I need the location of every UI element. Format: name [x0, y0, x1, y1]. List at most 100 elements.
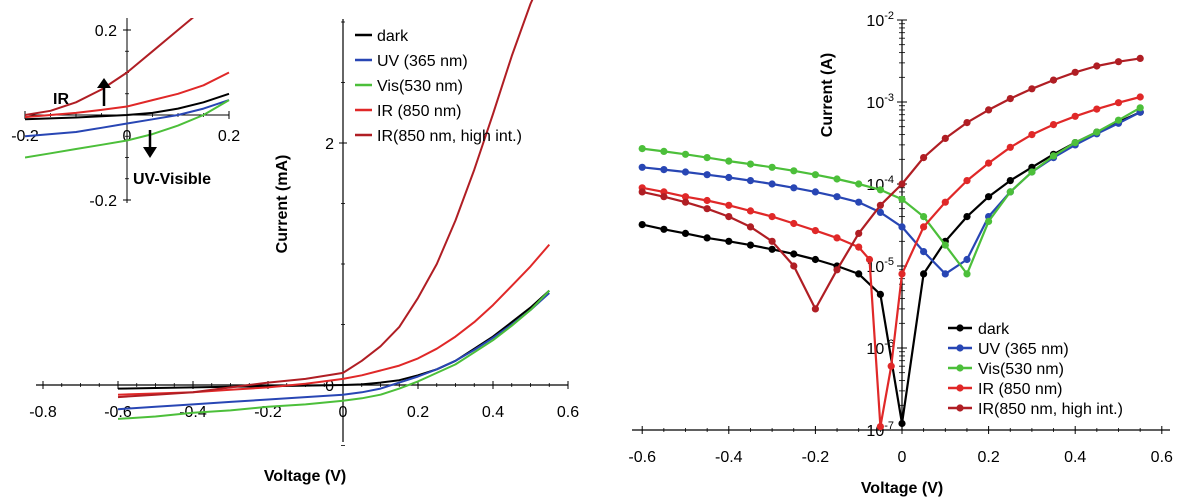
data-point-vis-530-nm	[1049, 152, 1058, 160]
x-tick-label: 0	[339, 404, 348, 421]
data-point-ir-850-nm-high-int	[681, 198, 690, 206]
data-point-ir-850-nm-high-int	[790, 262, 798, 270]
data-point-ir-850-nm-high-int	[876, 201, 885, 209]
data-point-vis-530-nm	[703, 154, 711, 162]
data-point-ir-850-nm	[1071, 112, 1079, 120]
right-x-tick-label: 0	[898, 449, 907, 466]
data-point-ir-850-nm-high-int	[985, 106, 993, 114]
data-point-vis-530-nm	[768, 163, 776, 171]
data-point-vis-530-nm	[638, 145, 646, 153]
inset-y-tick-label: 0.2	[95, 23, 117, 40]
legend-label: Vis(530 nm)	[377, 78, 463, 95]
right-y-tick-label: 10-2	[866, 10, 894, 30]
x-tick-label: 0.6	[557, 404, 579, 421]
data-point-ir-850-nm	[1136, 93, 1144, 101]
right-y-axis-label: Current (A)	[819, 53, 836, 137]
data-point-uv-365-nm	[660, 166, 668, 174]
data-point-ir-850-nm-high-int	[725, 213, 733, 221]
y-tick-label: 2	[325, 136, 334, 153]
annotation-ir: IR	[53, 91, 69, 108]
data-point-uv-365-nm	[920, 248, 928, 256]
data-point-uv-365-nm	[703, 171, 711, 179]
data-point-ir-850-nm-high-int	[660, 193, 668, 201]
right-series-line-vis-530-nm	[642, 106, 1141, 275]
data-point-ir-850-nm	[1049, 121, 1058, 129]
data-point-dark	[963, 213, 971, 221]
data-point-vis-530-nm	[681, 150, 690, 158]
right-x-tick-label: -0.4	[715, 449, 743, 466]
data-point-vis-530-nm	[746, 160, 755, 168]
arrow-up-head	[97, 78, 111, 88]
data-point-vis-530-nm	[1114, 116, 1123, 124]
data-point-uv-365-nm	[746, 177, 755, 185]
left-linear-chart: -0.8-0.6-0.4-0.200.20.40.6-10246Voltage …	[29, 0, 579, 485]
data-point-uv-365-nm	[855, 198, 863, 206]
data-point-ir-850-nm	[941, 198, 949, 206]
data-point-uv-365-nm	[790, 184, 798, 192]
inset-series-line-vis-530-nm	[25, 99, 230, 159]
data-point-ir-850-nm-high-int	[703, 205, 711, 213]
data-point-uv-365-nm	[811, 188, 820, 196]
annotation-uv-visible: UV-Visible	[133, 171, 211, 188]
series-line-ir-850-nm	[117, 243, 551, 396]
data-point-ir-850-nm	[790, 219, 798, 228]
right-y-tick-label: 10-3	[866, 92, 894, 112]
legend-label: dark	[377, 28, 409, 45]
right-legend-label: Vis(530 nm)	[978, 361, 1064, 378]
data-point-uv-365-nm	[768, 180, 776, 188]
right-legend-marker	[956, 364, 964, 372]
right-legend-marker	[956, 384, 964, 392]
right-log-chart: -0.6 -0.4 -0.2 0 0.2 0.4 0.610-210-310-410-510…	[628, 10, 1173, 497]
inset-series-line-uv-365-nm	[25, 99, 230, 138]
data-point-vis-530-nm	[855, 180, 863, 188]
data-point-uv-365-nm	[833, 193, 841, 201]
right-x-tick-label: 0.4	[1064, 449, 1086, 466]
data-point-ir-850-nm-high-int	[1136, 54, 1144, 63]
data-point-ir-850-nm-high-int	[638, 188, 646, 196]
data-point-ir-850-nm	[985, 159, 993, 167]
data-point-dark	[725, 237, 733, 245]
data-point-dark	[811, 255, 820, 264]
data-point-uv-365-nm	[638, 163, 646, 171]
legend-label: IR (850 nm)	[377, 103, 461, 120]
data-point-dark	[855, 270, 863, 278]
data-point-vis-530-nm	[1006, 188, 1014, 196]
inset-series-line-ir-850-nm-high-int	[25, 18, 194, 116]
data-point-ir-850-nm-high-int	[746, 223, 755, 231]
data-point-ir-850-nm-high-int	[855, 229, 863, 237]
data-point-ir-850-nm	[865, 255, 874, 264]
right-x-axis-label: Voltage (V)	[861, 480, 943, 497]
data-point-ir-850-nm	[746, 207, 755, 215]
data-point-vis-530-nm	[1093, 128, 1101, 136]
data-point-ir-850-nm	[887, 362, 895, 370]
right-legend-marker	[956, 324, 964, 332]
data-point-ir-850-nm-high-int	[898, 180, 906, 188]
data-point-vis-530-nm	[660, 147, 668, 155]
data-point-dark	[790, 250, 798, 258]
data-point-ir-850-nm	[963, 177, 971, 185]
inset-series-line-ir-850-nm	[25, 71, 230, 119]
data-point-vis-530-nm	[963, 270, 971, 278]
right-series-line-ir-850-nm-high-int	[641, 57, 1141, 310]
data-point-ir-850-nm	[1028, 131, 1036, 139]
right-legend-label: UV (365 nm)	[978, 341, 1069, 358]
data-point-dark	[746, 241, 755, 249]
right-series-line-uv-365-nm	[642, 111, 1141, 275]
data-point-dark	[703, 234, 711, 242]
data-point-ir-850-nm	[855, 243, 863, 251]
data-point-vis-530-nm	[1136, 104, 1144, 112]
data-point-dark	[660, 225, 668, 233]
data-point-ir-850-nm	[920, 223, 928, 231]
inset-y-tick-label: -0.2	[89, 193, 117, 210]
data-point-ir-850-nm-high-int	[1093, 62, 1101, 70]
data-point-vis-530-nm	[920, 213, 928, 221]
data-point-vis-530-nm	[1071, 139, 1079, 147]
data-point-dark	[876, 290, 885, 298]
data-point-uv-365-nm	[876, 208, 885, 216]
data-point-uv-365-nm	[898, 223, 906, 231]
data-point-uv-365-nm	[941, 270, 949, 278]
data-point-vis-530-nm	[833, 175, 841, 183]
right-legend-label: IR (850 nm)	[978, 381, 1062, 398]
